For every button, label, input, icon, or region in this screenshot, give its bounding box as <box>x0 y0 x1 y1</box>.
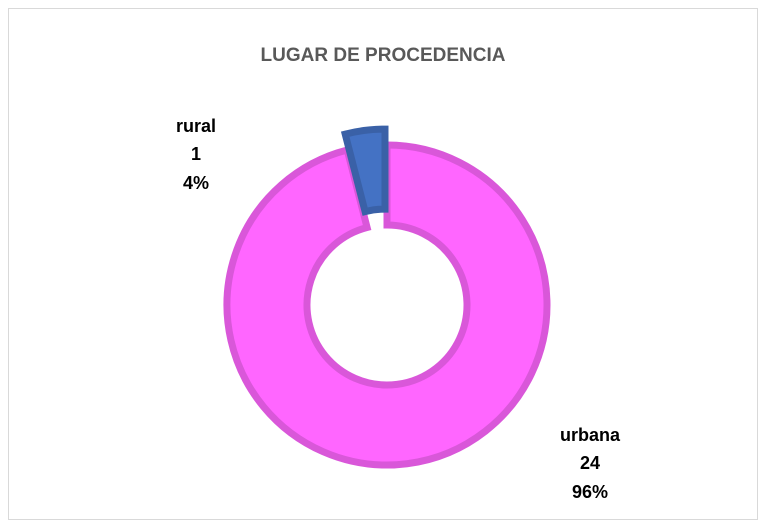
chart-title: LUGAR DE PROCEDENCIA <box>261 45 506 66</box>
slice-percent-label: 96% <box>572 482 608 502</box>
doughnut-slice <box>223 141 551 469</box>
slice-percent-label: 4% <box>183 173 209 193</box>
doughnut-slice <box>340 125 389 216</box>
slice-value-label: 24 <box>580 453 600 473</box>
slice-value-label: 1 <box>191 144 201 164</box>
slice-category-label: urbana <box>560 425 621 445</box>
slice-category-label: rural <box>176 116 216 136</box>
